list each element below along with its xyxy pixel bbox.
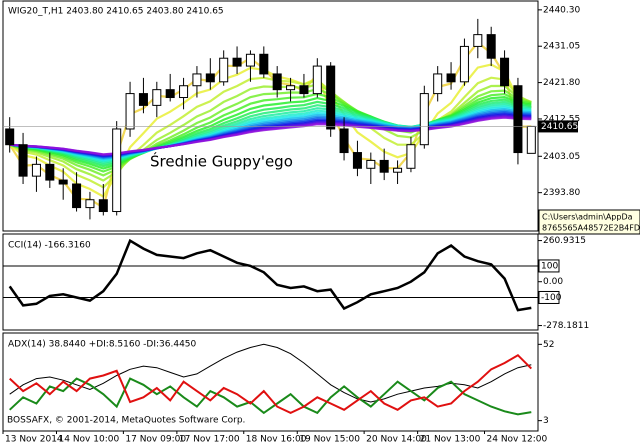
panel-title: WIG20_T,H1 2403.80 2410.65 2403.80 2410.… bbox=[8, 7, 224, 17]
candle-body bbox=[125, 93, 135, 130]
candle-body bbox=[299, 85, 309, 95]
y-tick-label: 3 bbox=[543, 416, 549, 426]
candle-body bbox=[245, 53, 255, 67]
guppy-ema bbox=[9, 63, 532, 198]
candle-body bbox=[459, 45, 469, 83]
annotation: Średnie Guppy'ego bbox=[150, 152, 293, 171]
y-tick-label: 2440.30 bbox=[543, 5, 580, 15]
y-tick-label: 0.00 bbox=[543, 277, 563, 287]
x-tick-label: 18 Nov 16:00 bbox=[246, 435, 307, 445]
copyright: BOSSAFX, © 2001-2014, MetaQuotes Softwar… bbox=[7, 416, 245, 426]
y-tick-label: 2403.05 bbox=[543, 152, 580, 162]
y-tick-label: -278.1811 bbox=[543, 321, 589, 331]
candle-body bbox=[232, 57, 242, 67]
tooltip-box bbox=[538, 209, 640, 235]
tooltip-line: C:\Users\admin\AppDa bbox=[542, 213, 633, 222]
candle-body bbox=[179, 85, 189, 99]
candle-body bbox=[98, 199, 108, 213]
price-label: 2410.65 bbox=[541, 122, 578, 132]
candle-body bbox=[72, 183, 82, 209]
y-tick-label: 2421.80 bbox=[543, 78, 580, 88]
indicator-line bbox=[8, 238, 532, 312]
level-label-box bbox=[538, 259, 560, 273]
candle-body bbox=[272, 73, 282, 91]
candle-body bbox=[433, 73, 443, 95]
candle-body bbox=[5, 128, 15, 146]
candle-body bbox=[352, 152, 362, 169]
candle-body bbox=[152, 89, 162, 106]
y-tick-label: 2431.05 bbox=[543, 42, 580, 52]
candle-body bbox=[85, 199, 95, 209]
candle-body bbox=[419, 93, 429, 146]
candle-body bbox=[406, 144, 416, 169]
candle-body bbox=[393, 167, 403, 173]
candle-body bbox=[446, 73, 456, 83]
candle-body bbox=[45, 163, 55, 181]
level-label: -100 bbox=[541, 293, 562, 303]
guppy-ema bbox=[9, 116, 532, 156]
panel-title: ADX(14) 38.8440 +DI:8.5160 -DI:36.4450 bbox=[8, 340, 197, 350]
candle-body bbox=[366, 159, 376, 169]
x-tick-label: 14 Nov 10:00 bbox=[59, 435, 120, 445]
candle-body bbox=[31, 163, 41, 177]
candle-body bbox=[205, 73, 215, 83]
candle-body bbox=[219, 57, 229, 83]
x-tick-label: 19 Nov 15:00 bbox=[299, 435, 360, 445]
candle-body bbox=[486, 34, 496, 59]
candle-body bbox=[58, 179, 68, 185]
indicator-line bbox=[9, 377, 532, 416]
candle-body bbox=[18, 144, 28, 177]
candle-body bbox=[165, 89, 175, 99]
price-label-box bbox=[538, 120, 578, 133]
x-tick-label: 20 Nov 14:00 bbox=[366, 435, 427, 445]
x-tick-label: 21 Nov 13:00 bbox=[420, 435, 481, 445]
y-tick-label: 2393.80 bbox=[543, 188, 580, 198]
level-label: 100 bbox=[541, 261, 558, 271]
tooltip-line: 8765565A48572E2B4FDE bbox=[542, 224, 640, 233]
level-label-box bbox=[538, 290, 560, 304]
candle-body bbox=[112, 128, 122, 213]
candle-body bbox=[513, 85, 523, 154]
main-panel bbox=[2, 0, 539, 232]
candle-body bbox=[138, 93, 148, 106]
guppy-ema bbox=[9, 76, 532, 189]
candle-body bbox=[312, 65, 322, 95]
candle-body bbox=[473, 34, 483, 47]
adx-panel bbox=[2, 332, 539, 432]
indicator-line bbox=[9, 353, 533, 415]
candle-body bbox=[286, 85, 296, 91]
y-tick-label: 2412.55 bbox=[543, 114, 580, 124]
candle-body bbox=[500, 57, 510, 87]
candle-body bbox=[526, 125, 536, 154]
candle-body bbox=[379, 159, 389, 173]
x-tick-label: 17 Nov 09:00 bbox=[125, 435, 186, 445]
candle-body bbox=[339, 128, 349, 154]
candle-body bbox=[192, 73, 202, 87]
guppy-ema bbox=[8, 41, 532, 210]
candle-body bbox=[259, 53, 269, 75]
y-tick-label: 260.9315 bbox=[543, 236, 586, 246]
candle-body bbox=[326, 65, 336, 130]
x-tick-label: 17 Nov 17:00 bbox=[179, 435, 240, 445]
x-tick-label: 24 Nov 12:00 bbox=[487, 435, 548, 445]
y-tick-label: 52 bbox=[543, 340, 554, 350]
panel-title: CCI(14) -166.3160 bbox=[8, 241, 91, 251]
x-tick-label: 13 Nov 2014 bbox=[5, 435, 63, 445]
